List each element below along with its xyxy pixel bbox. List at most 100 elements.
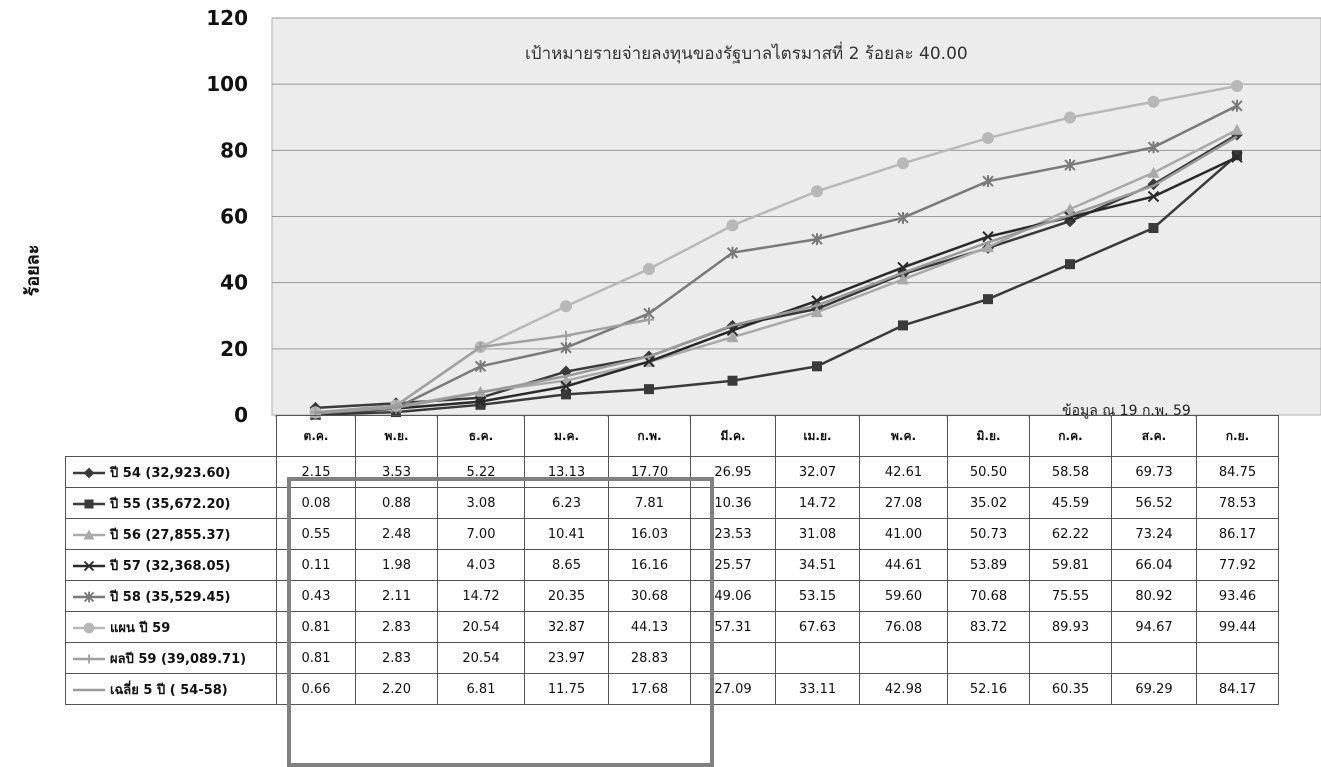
data-label: 2.20 xyxy=(355,673,438,705)
data-label: 0.43 xyxy=(276,580,356,612)
table-row: ปี 57 (32,368.05) 0.11 1.98 4.03 8.65 16.16 25… xyxy=(65,549,1279,581)
data-point xyxy=(1064,203,1076,215)
data-label: 66.04 xyxy=(1111,549,1197,581)
table-header-row: ต.ค. พ.ย. ธ.ค. ม.ค. ก.พ. มี.ค. เม.ย. พ.ค. มิ.ย. ก… xyxy=(66,415,1279,457)
data-label: 60.35 xyxy=(1029,673,1112,705)
data-point xyxy=(1147,190,1160,203)
data-point xyxy=(474,360,487,373)
x-category-label: พ.ย. xyxy=(355,415,438,457)
series-name: ปี 58 (35,529.45) xyxy=(110,589,231,605)
series-5 xyxy=(309,99,1243,420)
data-label: 58.58 xyxy=(1029,456,1112,488)
x-category-label: ต.ค. xyxy=(276,415,356,457)
data-label: 59.60 xyxy=(859,580,948,612)
data-label: 32.07 xyxy=(775,456,860,488)
data-label: 31.08 xyxy=(775,518,860,550)
y-tick-label: 0 xyxy=(234,403,248,427)
data-label: 13.13 xyxy=(524,456,609,488)
legend-marker xyxy=(83,529,95,540)
data-label: 62.22 xyxy=(1029,518,1112,550)
data-label: 33.11 xyxy=(775,673,860,705)
series-name: ผลปี 59 (39,089.71) xyxy=(110,651,247,667)
legend-entry: ผลปี 59 (39,089.71) xyxy=(65,642,277,674)
series-line xyxy=(315,104,1238,415)
data-label: 2.11 xyxy=(355,580,438,612)
data-point xyxy=(982,175,994,188)
data-point xyxy=(1064,159,1076,172)
data-label: 42.61 xyxy=(859,456,948,488)
series-line xyxy=(315,133,1238,410)
table-row: ปี 56 (27,855.37) 0.55 2.48 7.00 10.41 16.03 2… xyxy=(65,518,1279,550)
data-point xyxy=(897,273,909,285)
data-point xyxy=(561,330,571,341)
x-category-label: ก.ค. xyxy=(1029,415,1112,457)
legend-entry: ปี 56 (27,855.37) xyxy=(65,518,277,550)
data-point xyxy=(983,294,993,305)
data-label: 20.54 xyxy=(437,611,525,643)
data-point xyxy=(1065,259,1075,270)
data-label: 49.06 xyxy=(690,580,776,612)
data-point xyxy=(1232,150,1242,161)
data-point xyxy=(726,219,739,232)
data-label xyxy=(1111,642,1197,674)
data-label: 17.68 xyxy=(608,673,691,705)
data-point xyxy=(1231,123,1243,135)
data-label: 25.57 xyxy=(690,549,776,581)
legend-marker xyxy=(84,499,94,509)
data-label: 14.72 xyxy=(775,487,860,519)
data-label: 0.66 xyxy=(276,673,356,705)
data-point xyxy=(1147,95,1160,108)
data-label: 10.41 xyxy=(524,518,609,550)
data-point xyxy=(982,241,994,253)
data-point xyxy=(1064,111,1076,124)
table-row: ผลปี 59 (39,089.71) 0.81 2.83 20.54 23.97 28.… xyxy=(65,642,1279,674)
series-8 xyxy=(315,135,1238,415)
chart-title: เป้าหมายรายจ่ายลงทุนของรัฐบาลไตรมาสที่ 2… xyxy=(525,44,968,64)
data-point xyxy=(644,314,654,325)
y-axis-label-wrap: ร้อยละ xyxy=(12,200,52,340)
data-label: 3.08 xyxy=(437,487,525,519)
y-tick-label: 40 xyxy=(220,271,248,295)
x-category-label: มี.ค. xyxy=(690,415,776,457)
table-row: ปี 58 (35,529.45) 0.43 2.11 14.72 20.35 30.68… xyxy=(65,580,1279,612)
y-tick-label: 80 xyxy=(220,138,248,162)
data-label: 80.92 xyxy=(1111,580,1197,612)
data-point xyxy=(726,246,739,259)
data-point xyxy=(475,342,486,353)
data-label: 23.53 xyxy=(690,518,776,550)
data-label: 84.17 xyxy=(1196,673,1279,705)
data-label: 0.81 xyxy=(276,611,356,643)
legend-entry: ปี 58 (35,529.45) xyxy=(65,580,277,612)
legend-marker xyxy=(84,654,94,664)
data-label xyxy=(775,642,860,674)
legend-marker xyxy=(83,591,95,603)
legend-marker xyxy=(83,560,95,572)
legend-key-icon xyxy=(73,622,105,634)
legend-entry: ปี 57 (32,368.05) xyxy=(65,549,277,581)
x-category-label: มิ.ย. xyxy=(947,415,1030,457)
data-label: 75.55 xyxy=(1029,580,1112,612)
data-label: 7.81 xyxy=(608,487,691,519)
table-row: แผน ปี 59 0.81 2.83 20.54 32.87 44.13 57.31 67.… xyxy=(65,611,1279,643)
legend-entry: ปี 55 (35,672.20) xyxy=(65,487,277,519)
data-label: 83.72 xyxy=(947,611,1030,643)
data-label: 53.89 xyxy=(947,549,1030,581)
x-category-label: ก.ย. xyxy=(1196,415,1279,457)
data-label: 67.63 xyxy=(775,611,860,643)
data-label xyxy=(1196,642,1279,674)
data-label: 16.03 xyxy=(608,518,691,550)
data-label: 2.83 xyxy=(355,642,438,674)
data-label: 99.44 xyxy=(1196,611,1279,643)
data-label: 32.87 xyxy=(524,611,609,643)
data-label: 86.17 xyxy=(1196,518,1279,550)
data-label: 76.08 xyxy=(859,611,948,643)
data-point xyxy=(1231,80,1243,93)
data-label: 42.98 xyxy=(859,673,948,705)
y-axis-label: ร้อยละ xyxy=(22,244,44,296)
data-point xyxy=(897,211,909,224)
data-label: 0.08 xyxy=(276,487,356,519)
data-point xyxy=(811,233,823,246)
data-label: 0.88 xyxy=(355,487,438,519)
series-name: ปี 56 (27,855.37) xyxy=(110,527,231,543)
data-point xyxy=(475,399,486,410)
